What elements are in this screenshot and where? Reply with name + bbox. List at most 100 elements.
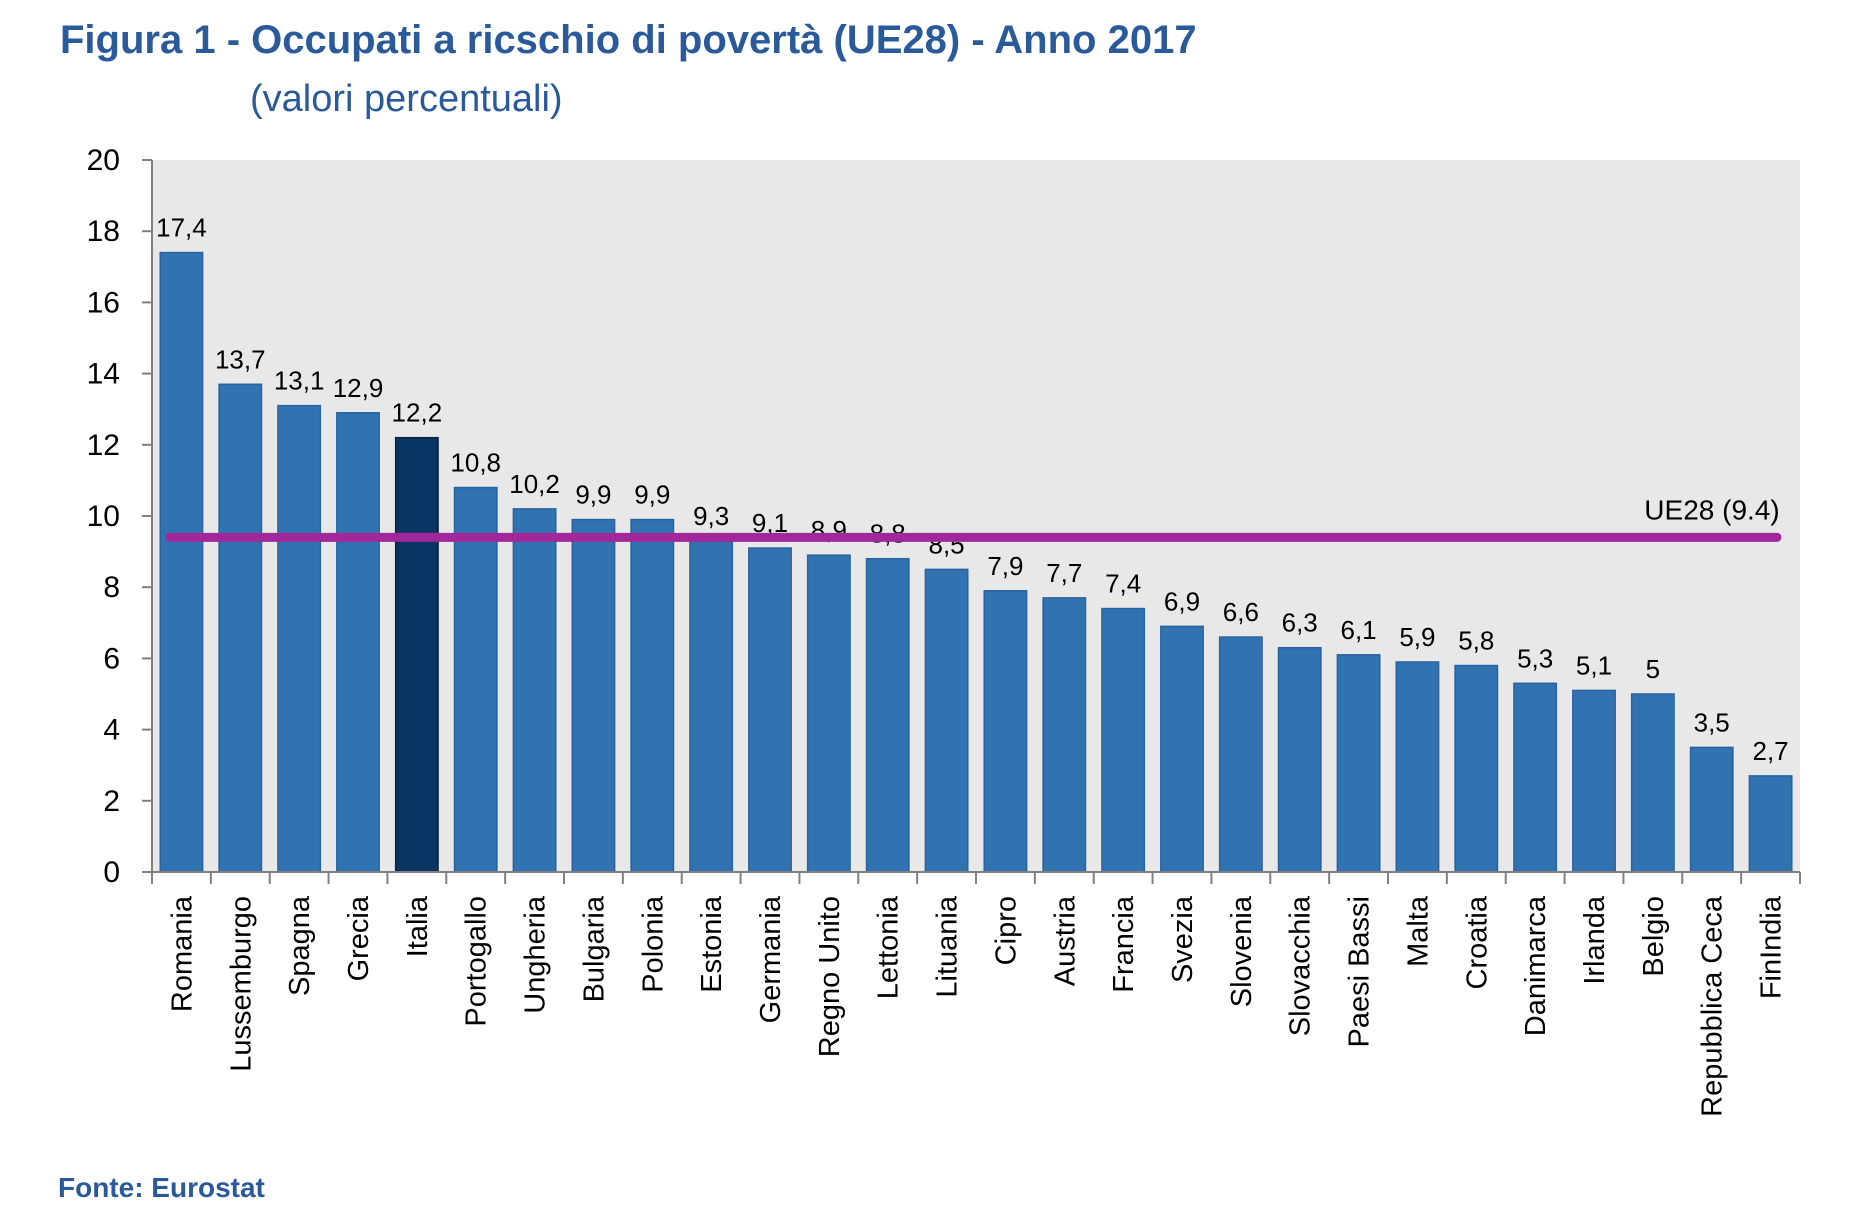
- bar-paesi-bassi: [1336, 654, 1381, 873]
- bar-ungheria: [512, 508, 557, 873]
- value-label: 7,9: [987, 551, 1023, 581]
- bar-cipro: [983, 590, 1028, 873]
- value-label: 5,1: [1576, 650, 1612, 680]
- x-tick-label: Irlanda: [1579, 895, 1611, 985]
- bar-lituania: [924, 568, 969, 873]
- x-tick-label: Grecia: [343, 895, 375, 981]
- x-axis: Romania Lussemburgo Spagna Grecia Italia Port…: [151, 872, 1801, 1117]
- value-label: 5,9: [1399, 622, 1435, 652]
- bar-irlanda: [1572, 689, 1616, 873]
- bar-slovacchia: [1277, 646, 1322, 873]
- bar-estonia: [689, 540, 734, 873]
- value-label: 6,6: [1223, 597, 1259, 627]
- x-tick-label: Italia: [402, 895, 434, 957]
- bar-romania: [159, 251, 204, 873]
- y-tick-label: 18: [87, 215, 120, 248]
- value-label: 10,8: [450, 448, 501, 478]
- value-label: 9,3: [693, 501, 729, 531]
- bar-finindia: [1748, 775, 1793, 873]
- value-label: 5: [1646, 654, 1660, 684]
- reference-line-group: UE28 (9.4): [165, 494, 1782, 542]
- bar-lettonia: [865, 557, 910, 873]
- x-tick-label: Lussemburgo: [225, 896, 257, 1072]
- y-tick-label: 20: [87, 144, 120, 177]
- x-tick-label: Croatia: [1461, 895, 1493, 989]
- chart-subtitle: (valori percentuali): [250, 78, 563, 120]
- bar-series: [159, 251, 1793, 873]
- y-tick-label: 14: [87, 358, 120, 391]
- value-label: 7,7: [1046, 558, 1082, 588]
- x-tick-label: Bulgaria: [578, 895, 610, 1002]
- bar-francia: [1101, 607, 1146, 873]
- x-tick-label: Slovacchia: [1285, 895, 1317, 1036]
- reference-line-label: UE28 (9.4): [1644, 494, 1779, 525]
- bar-danimarca: [1513, 682, 1558, 873]
- x-tick-label: Regno Unito: [814, 896, 846, 1057]
- x-tick-label: Germania: [755, 895, 787, 1023]
- value-label: 13,1: [274, 366, 325, 396]
- x-tick-label: Malta: [1402, 895, 1434, 967]
- bar-repubblica-ceca: [1689, 746, 1734, 873]
- value-label: 12,2: [392, 398, 443, 428]
- value-label: 5,3: [1517, 643, 1553, 673]
- bar-spagna: [277, 404, 322, 873]
- y-tick-label: 12: [87, 429, 120, 462]
- bar-portogallo: [453, 486, 498, 873]
- value-label: 6,1: [1340, 615, 1376, 645]
- x-tick-label: Ungheria: [520, 895, 552, 1014]
- x-tick-label: Romania: [166, 895, 198, 1012]
- x-tick-label: Paesi Bassi: [1344, 896, 1376, 1048]
- x-tick-label: Polonia: [637, 895, 669, 993]
- value-label: 9,9: [575, 480, 611, 510]
- value-label: 17,4: [156, 213, 207, 243]
- value-label: 9,9: [634, 480, 670, 510]
- y-tick-label: 0: [103, 856, 120, 889]
- x-tick-label: Austria: [1049, 895, 1081, 986]
- bar-grecia: [336, 412, 380, 873]
- bar-malta: [1395, 661, 1440, 873]
- bar-lussemburgo: [218, 383, 263, 873]
- x-tick-label: Cipro: [990, 896, 1022, 965]
- value-label: 3,5: [1694, 707, 1730, 737]
- y-axis: 0 2 4 6 8 10 12 14 16 18 20: [87, 144, 152, 889]
- x-tick-label: Spagna: [284, 895, 316, 996]
- x-tick-label: Lituania: [932, 895, 964, 997]
- x-tick-label: Lettonia: [873, 895, 905, 999]
- x-tick-label: Francia: [1108, 895, 1140, 993]
- bar-regno-unito: [806, 554, 851, 873]
- bar-austria: [1042, 597, 1087, 873]
- bar-slovenia: [1218, 636, 1263, 873]
- bar-bulgaria: [571, 518, 616, 873]
- value-label: 10,2: [509, 469, 560, 499]
- value-label: 13,7: [215, 344, 266, 374]
- value-label: 6,3: [1282, 608, 1318, 638]
- x-tick-label: Estonia: [696, 895, 728, 993]
- y-tick-label: 16: [87, 286, 120, 319]
- value-label: 6,9: [1164, 586, 1200, 616]
- x-tick-label: Portogallo: [461, 896, 493, 1027]
- bar-svezia: [1160, 625, 1204, 873]
- x-tick-label: Svezia: [1167, 895, 1199, 983]
- value-label: 12,9: [333, 373, 384, 403]
- y-tick-label: 4: [103, 714, 120, 747]
- bar-polonia: [630, 518, 675, 873]
- x-tick-label: Belgio: [1638, 896, 1670, 977]
- chart-title: Figura 1 - Occupati a ricschio di povert…: [60, 18, 1197, 62]
- y-tick-label: 8: [103, 571, 120, 604]
- x-tick-label: Danimarca: [1520, 895, 1552, 1036]
- bar-croatia: [1454, 664, 1499, 873]
- value-label: 7,4: [1105, 569, 1141, 599]
- source-note: Fonte: Eurostat: [58, 1172, 265, 1203]
- value-label: 5,8: [1458, 626, 1494, 656]
- bar-belgio: [1630, 693, 1675, 873]
- value-label: 2,7: [1752, 736, 1788, 766]
- x-tick-label: Slovenia: [1226, 895, 1258, 1007]
- x-tick-label: FinIndia: [1756, 895, 1788, 999]
- bar-germania: [748, 547, 792, 873]
- bar-italia: [394, 436, 439, 873]
- y-tick-label: 2: [103, 785, 120, 818]
- y-tick-label: 10: [87, 500, 120, 533]
- y-tick-label: 6: [103, 642, 120, 675]
- x-tick-label: Repubblica Ceca: [1697, 895, 1729, 1117]
